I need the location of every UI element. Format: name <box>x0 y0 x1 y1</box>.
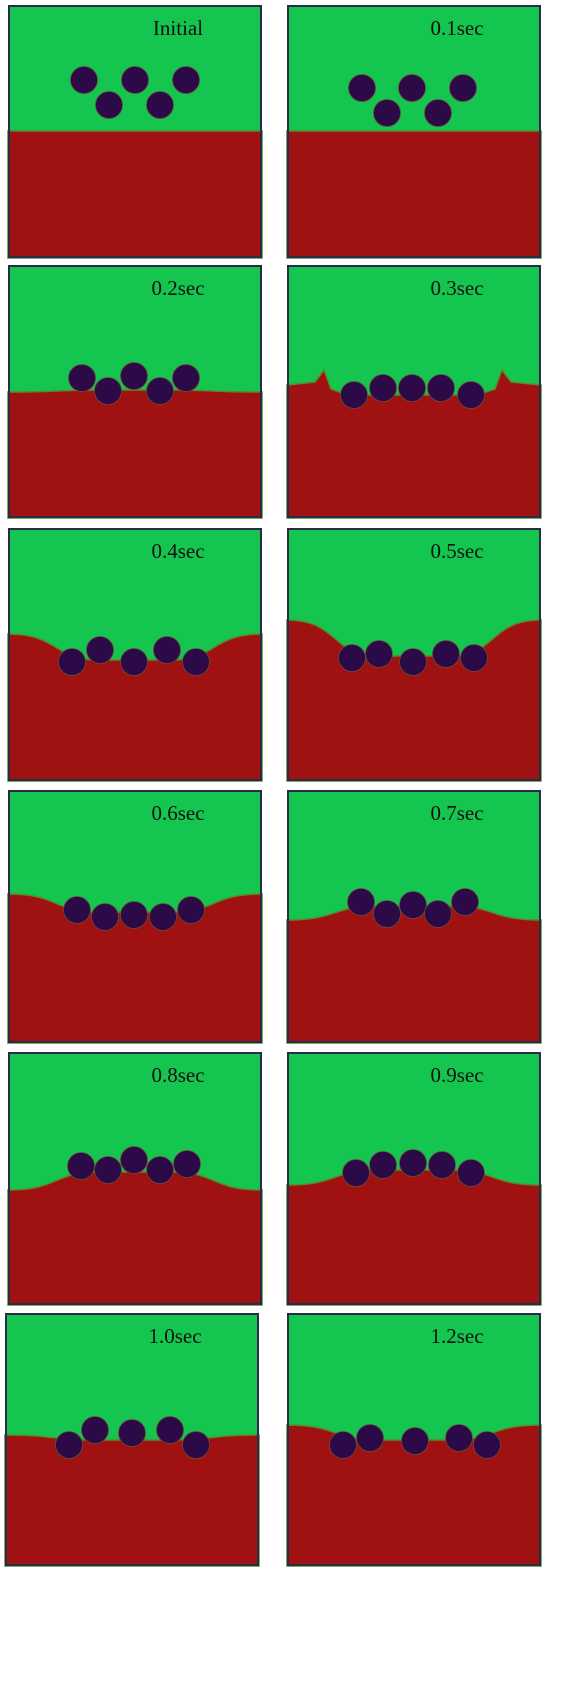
particle <box>173 365 200 392</box>
particle <box>399 75 426 102</box>
particle <box>461 645 488 672</box>
particle <box>399 375 426 402</box>
figure: Initial 0.1sec 0.2sec 0.3sec 0.4sec 0.5sec 0.6… <box>0 0 579 1683</box>
particle <box>59 649 86 676</box>
panel: 0.6sec <box>8 790 262 1043</box>
particle <box>121 649 148 676</box>
particle <box>96 92 123 119</box>
particle <box>183 649 210 676</box>
panel: 0.3sec <box>287 265 541 518</box>
panel: 0.9sec <box>287 1052 541 1305</box>
particle <box>121 1147 148 1174</box>
liquid-region <box>287 1170 541 1305</box>
particle <box>92 904 119 931</box>
panel: 0.4sec <box>8 528 262 781</box>
particle <box>82 1417 109 1444</box>
particle <box>428 375 455 402</box>
panel: 1.2sec <box>287 1313 541 1566</box>
particle <box>348 889 375 916</box>
particle <box>452 889 479 916</box>
panel-label: 1.2sec <box>430 1324 483 1348</box>
particle <box>425 901 452 928</box>
particle <box>429 1152 456 1179</box>
panel-label: 1.0sec <box>148 1324 201 1348</box>
particle <box>69 365 96 392</box>
particle <box>121 363 148 390</box>
particle <box>68 1153 95 1180</box>
liquid-region <box>8 1172 262 1305</box>
panel: 0.1sec <box>287 5 541 258</box>
particle <box>119 1420 146 1447</box>
liquid-region <box>287 906 541 1043</box>
panel: 0.2sec <box>8 265 262 518</box>
particle <box>330 1432 357 1459</box>
panel-label: 0.6sec <box>151 801 204 825</box>
particle <box>400 892 427 919</box>
particle <box>56 1432 83 1459</box>
panel-label: 0.1sec <box>430 16 483 40</box>
particle <box>370 1152 397 1179</box>
particle <box>400 649 427 676</box>
panel: 0.8sec <box>8 1052 262 1305</box>
particle <box>147 378 174 405</box>
particle <box>95 378 122 405</box>
panel-label: 0.7sec <box>430 801 483 825</box>
panel-label: 0.2sec <box>151 276 204 300</box>
page: Initial 0.1sec 0.2sec 0.3sec 0.4sec 0.5sec 0.6… <box>0 0 579 1683</box>
particle <box>339 645 366 672</box>
particle <box>357 1425 384 1452</box>
panel-label: 0.8sec <box>151 1063 204 1087</box>
particle <box>370 375 397 402</box>
particle <box>458 382 485 409</box>
particle <box>374 901 401 928</box>
particle <box>366 641 393 668</box>
panel-label: 0.4sec <box>151 539 204 563</box>
particle <box>425 100 452 127</box>
particle <box>349 75 376 102</box>
particle <box>446 1425 473 1452</box>
liquid-region <box>8 390 262 518</box>
particle <box>157 1417 184 1444</box>
particle <box>343 1160 370 1187</box>
particle <box>458 1160 485 1187</box>
particle <box>122 67 149 94</box>
particle <box>64 897 91 924</box>
particle <box>87 637 114 664</box>
particle <box>71 67 98 94</box>
panel: 0.7sec <box>287 790 541 1043</box>
panel: 0.5sec <box>287 528 541 781</box>
panel-label: 0.5sec <box>430 539 483 563</box>
particle <box>402 1428 429 1455</box>
particle <box>178 897 205 924</box>
liquid-region <box>287 131 541 258</box>
particle <box>433 641 460 668</box>
panel: Initial <box>8 5 262 258</box>
particle <box>450 75 477 102</box>
particle <box>374 100 401 127</box>
particle <box>174 1151 201 1178</box>
particle <box>173 67 200 94</box>
panel-label: 0.3sec <box>430 276 483 300</box>
liquid-region <box>5 1435 259 1566</box>
particle <box>183 1432 210 1459</box>
particle <box>147 1157 174 1184</box>
panel: 1.0sec <box>5 1313 259 1566</box>
panel-label: 0.9sec <box>430 1063 483 1087</box>
particle <box>341 382 368 409</box>
particle <box>474 1432 501 1459</box>
particle <box>150 904 177 931</box>
particle <box>400 1150 427 1177</box>
panel-label: Initial <box>153 16 203 40</box>
particle <box>121 902 148 929</box>
particle <box>95 1157 122 1184</box>
particle <box>154 637 181 664</box>
liquid-region <box>8 131 262 258</box>
particle <box>147 92 174 119</box>
